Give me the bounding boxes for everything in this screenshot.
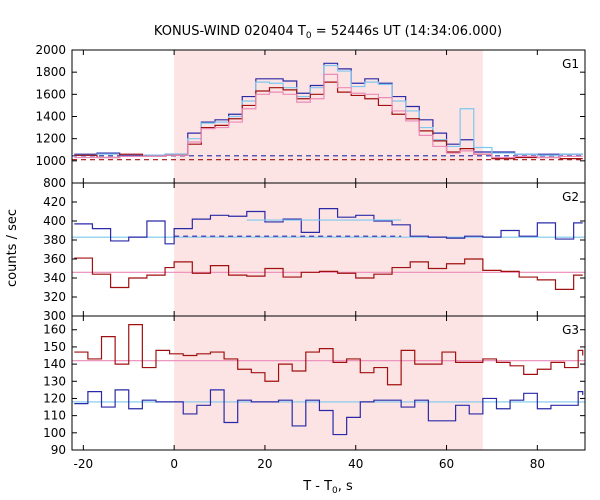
panel-g1: 800 1000 1200 1400 1600 1800 2000 G1 bbox=[35, 43, 586, 190]
series-light_blue bbox=[74, 64, 583, 157]
y-tick-label: 1400 bbox=[35, 110, 66, 124]
y-tick-label: 1600 bbox=[35, 87, 66, 101]
y-tick-label: 160 bbox=[43, 323, 66, 337]
series-dark_red bbox=[74, 257, 583, 290]
x-tick-label: 80 bbox=[530, 457, 545, 471]
y-tick-label: 120 bbox=[43, 391, 66, 405]
panel-plot-area bbox=[72, 62, 585, 161]
x-tick-label: 20 bbox=[257, 457, 272, 471]
y-axis-label: counts / sec bbox=[5, 209, 20, 287]
series-dark_blue bbox=[74, 62, 583, 156]
y-tick-label: 360 bbox=[43, 252, 66, 266]
y-tick-label: 110 bbox=[43, 409, 66, 423]
y-tick-label: 100 bbox=[43, 426, 66, 440]
x-axis-label: T - T0, s bbox=[302, 479, 353, 496]
panel-plot-area bbox=[72, 323, 585, 436]
highlight-interval bbox=[174, 183, 483, 316]
y-tick-label: 300 bbox=[43, 309, 66, 323]
y-tick-label: 320 bbox=[43, 290, 66, 304]
chart-title: KONUS-WIND 020404 T0 = 52446s UT (14:34:… bbox=[154, 24, 502, 41]
y-tick-label: 420 bbox=[43, 195, 66, 209]
y-tick-label: 800 bbox=[43, 176, 66, 190]
y-tick-label: 1000 bbox=[35, 154, 66, 168]
panel-label: G3 bbox=[562, 323, 579, 337]
x-tick-label: 0 bbox=[170, 457, 178, 471]
series-dark_red bbox=[74, 323, 584, 386]
panel-plot-area bbox=[72, 208, 585, 290]
x-tick-label: 40 bbox=[348, 457, 363, 471]
panel-label: G1 bbox=[562, 57, 579, 71]
y-tick-label: 1200 bbox=[35, 132, 66, 146]
panel-g3: 90 100 110 120 130 140 150 160 G3 bbox=[43, 315, 586, 457]
y-tick-label: 340 bbox=[43, 271, 66, 285]
highlight-interval bbox=[174, 316, 483, 450]
y-tick-label: 400 bbox=[43, 214, 66, 228]
panel-label: G2 bbox=[562, 190, 579, 204]
series-dark_blue bbox=[74, 389, 584, 436]
y-tick-label: 130 bbox=[43, 374, 66, 388]
y-tick-label: 150 bbox=[43, 340, 66, 354]
y-tick-label: 90 bbox=[51, 443, 66, 457]
y-tick-label: 1800 bbox=[35, 65, 66, 79]
x-tick-label: -20 bbox=[74, 457, 94, 471]
y-tick-label: 140 bbox=[43, 357, 66, 371]
y-tick-label: 2000 bbox=[35, 43, 66, 57]
panel-frame bbox=[71, 315, 586, 451]
y-tick-label: 380 bbox=[43, 233, 66, 247]
highlight-interval bbox=[174, 50, 483, 183]
x-tick-label: 60 bbox=[439, 457, 454, 471]
series-dark_blue bbox=[74, 208, 583, 245]
series-pink bbox=[74, 73, 583, 159]
panel-g2: 300 320 340 360 380 400 420 G2 bbox=[43, 182, 586, 323]
